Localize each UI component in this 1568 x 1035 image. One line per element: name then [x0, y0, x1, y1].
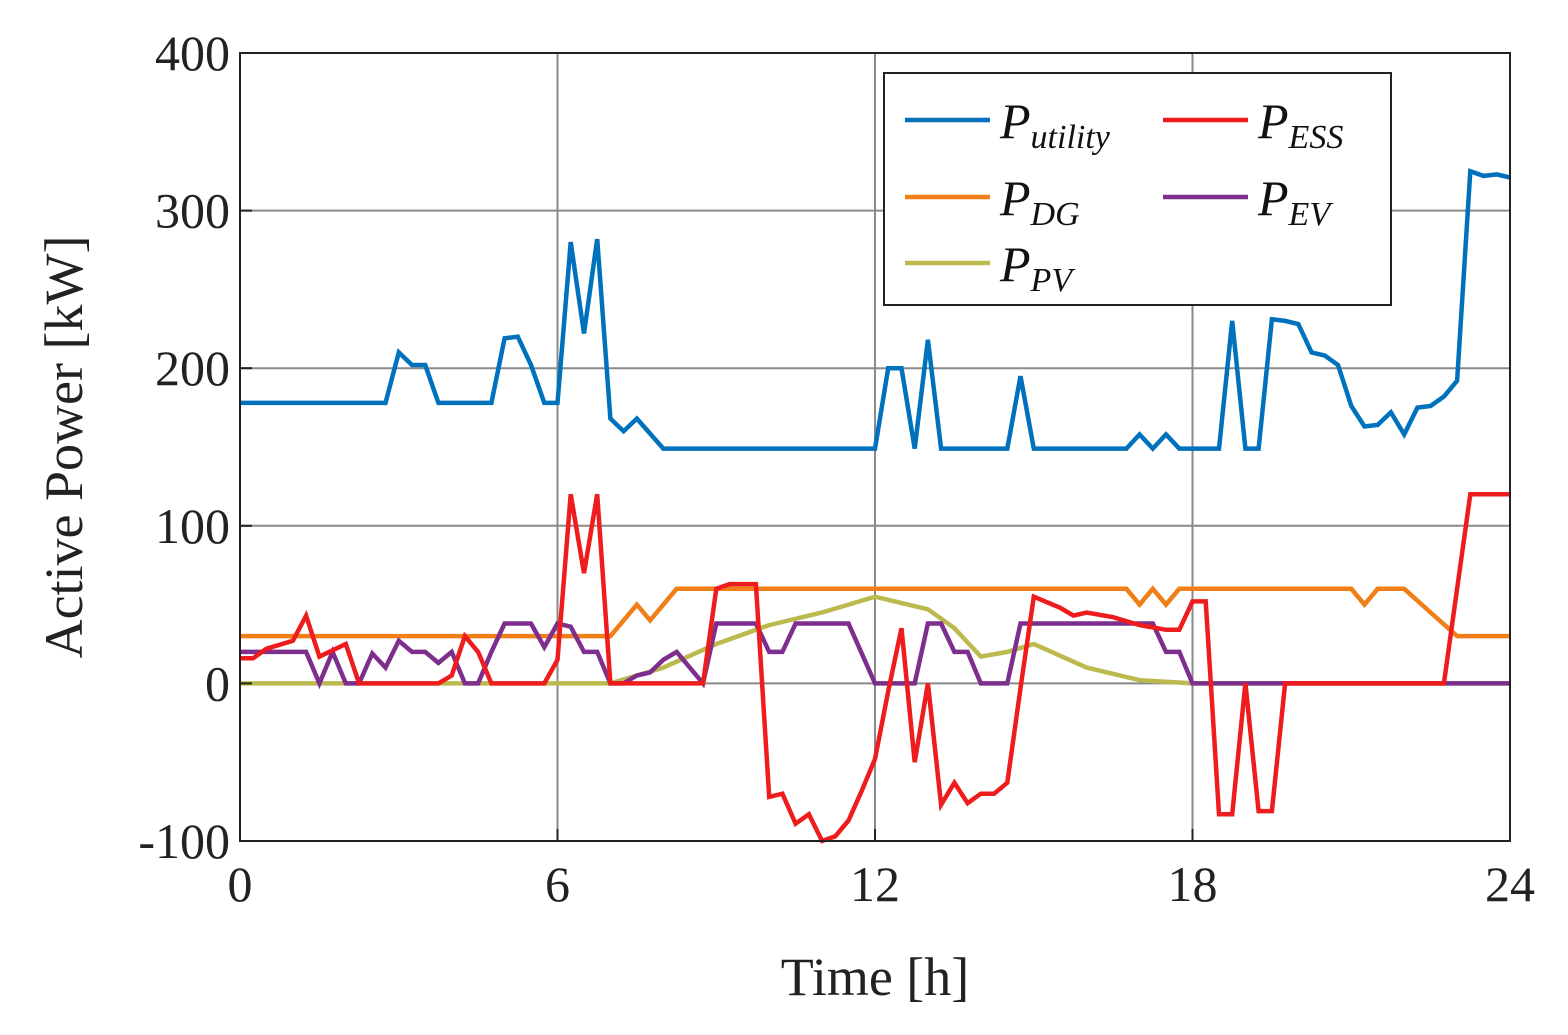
legend-label-sub: PV: [1030, 262, 1077, 299]
legend-label-sub: ESS: [1288, 119, 1344, 156]
legend-label-main: P: [999, 170, 1031, 226]
x-tick-label: 18: [1168, 856, 1218, 912]
legend-item-PV: PPV: [905, 236, 1076, 299]
legend-label-ESS: PESS: [1257, 93, 1343, 156]
x-tick-label: 24: [1485, 856, 1535, 912]
y-tick-label: -100: [138, 813, 230, 869]
y-tick-label: 0: [205, 655, 230, 711]
series-line-DG: [240, 585, 1510, 639]
series-line-utility: [240, 168, 1511, 452]
ticks: [239, 52, 1511, 842]
x-tick-label: 12: [850, 856, 900, 912]
x-tick-label: 6: [545, 856, 570, 912]
legend-item-EV: PEV: [1163, 170, 1334, 233]
y-tick-label: 300: [155, 183, 230, 239]
legend-label-main: P: [999, 236, 1031, 292]
legend-label-sub: utility: [1031, 119, 1111, 156]
legend-label-main: P: [999, 93, 1031, 149]
series-line-ESS: [240, 492, 1510, 844]
y-tick-label: 400: [155, 25, 230, 81]
legend-box: [883, 72, 1392, 306]
y-tick-label: 100: [155, 498, 230, 554]
series-group: [240, 168, 1511, 844]
x-tick-label: 0: [228, 856, 253, 912]
x-axis-title: Time [h]: [781, 947, 970, 1007]
legend-label-sub: EV: [1288, 196, 1335, 233]
series-line-PV: [240, 594, 1510, 686]
legend-item-DG: PDG: [905, 170, 1080, 233]
legend-item-ESS: PESS: [1163, 93, 1343, 156]
y-axis-title: Active Power [kW]: [34, 236, 94, 659]
legend-item-utility: Putility: [905, 93, 1111, 156]
legend-label-main: P: [1257, 93, 1289, 149]
legend-label-utility: Putility: [999, 93, 1111, 156]
y-tick-label: 200: [155, 340, 230, 396]
legend-label-EV: PEV: [1257, 170, 1334, 233]
series-line-EV: [240, 620, 1510, 690]
legend-label-main: P: [1257, 170, 1289, 226]
legend-label-sub: DG: [1030, 196, 1080, 233]
legend-label-DG: PDG: [999, 170, 1080, 233]
legend-label-PV: PPV: [999, 236, 1076, 299]
